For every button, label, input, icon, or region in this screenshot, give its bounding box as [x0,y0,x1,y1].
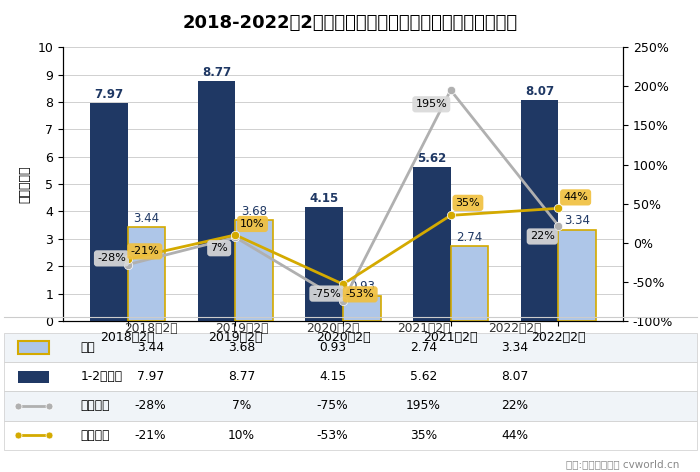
累计增幅 [339,281,347,287]
Text: 2018年2月: 2018年2月 [124,322,177,336]
Bar [521,100,559,321]
Text: 7.97: 7.97 [137,370,164,383]
Text: -21%: -21% [134,429,167,442]
Text: 7%: 7% [210,243,228,253]
同比增幅 [123,262,132,268]
Text: 累计增幅: 累计增幅 [80,429,110,442]
Bar [235,220,273,321]
Text: 195%: 195% [406,399,441,413]
Text: 0.93: 0.93 [349,280,375,293]
Text: -21%: -21% [130,246,159,256]
Text: 8.07: 8.07 [525,85,554,98]
Text: -75%: -75% [316,399,349,413]
Bar [305,207,343,321]
Text: 10%: 10% [240,219,265,229]
Text: -75%: -75% [312,288,341,299]
Text: -53%: -53% [316,429,349,442]
Bar [90,103,127,321]
Text: 3.34: 3.34 [564,214,590,228]
Text: 22%: 22% [530,231,554,242]
累计增幅 [231,232,239,238]
Text: 22%: 22% [501,399,528,413]
Bar [343,295,381,321]
Text: 35%: 35% [410,429,437,442]
Text: 同比增幅: 同比增幅 [80,399,110,413]
Text: 2.74: 2.74 [456,231,483,244]
Text: 2020年2月: 2020年2月 [306,322,359,336]
同比增幅 [554,223,563,228]
Text: 10%: 10% [228,429,255,442]
Text: 2018-2022年2月微型卡车销量及增幅走势（单位：万辆）: 2018-2022年2月微型卡车销量及增幅走势（单位：万辆） [183,14,517,32]
Text: 7%: 7% [232,399,251,413]
累计增幅 [123,256,132,262]
Text: 制图:第一商用车网 cvworld.cn: 制图:第一商用车网 cvworld.cn [566,460,679,470]
同比增幅 [231,235,239,240]
Bar [127,227,165,321]
Text: 195%: 195% [415,99,447,110]
累计增幅 [554,205,563,211]
Text: 1-2月销量: 1-2月销量 [80,370,122,383]
Text: 3.44: 3.44 [134,211,160,225]
Text: 0.93: 0.93 [319,341,346,354]
Text: 7.97: 7.97 [94,88,123,101]
Text: 4.15: 4.15 [319,370,346,383]
Text: 3.34: 3.34 [501,341,528,354]
Text: -53%: -53% [346,289,375,299]
Text: 4.15: 4.15 [309,192,339,205]
Text: 8.07: 8.07 [501,370,528,383]
Text: 销量: 销量 [80,341,95,354]
Text: 3.44: 3.44 [137,341,164,354]
Text: 8.77: 8.77 [228,370,255,383]
Line: 同比增幅: 同比增幅 [123,86,563,305]
Text: 2.74: 2.74 [410,341,437,354]
Line: 累计增幅: 累计增幅 [123,204,563,288]
Text: 2022年2月: 2022年2月 [488,322,541,336]
Bar [197,81,235,321]
Text: 3.68: 3.68 [241,205,267,218]
累计增幅 [447,212,455,218]
Text: 5.62: 5.62 [410,370,437,383]
Bar [413,167,451,321]
Text: 8.77: 8.77 [202,66,231,79]
同比增幅 [447,87,455,93]
Text: 3.68: 3.68 [228,341,255,354]
Text: 44%: 44% [564,193,588,202]
Y-axis label: 单位：万辆: 单位：万辆 [19,165,32,203]
Text: 35%: 35% [456,198,480,208]
Bar [451,246,489,321]
Text: -28%: -28% [134,399,167,413]
Bar [559,229,596,321]
Text: -28%: -28% [97,253,126,263]
Text: 2019年2月: 2019年2月 [215,322,268,336]
同比增幅 [339,299,347,304]
Text: 44%: 44% [501,429,528,442]
Text: 5.62: 5.62 [417,152,447,165]
Text: 2021年2月: 2021年2月 [397,322,450,336]
